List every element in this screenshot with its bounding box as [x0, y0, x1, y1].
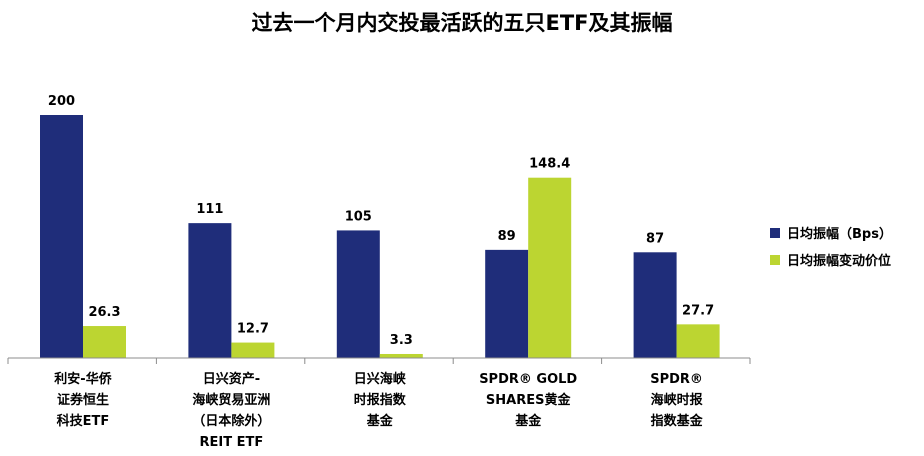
bar-series2-cat5: [676, 324, 720, 358]
value-label-series2-cat5: 27.7: [682, 303, 714, 318]
value-label-series2-cat3: 3.3: [390, 333, 413, 348]
bars-group: [40, 115, 720, 358]
category-label-line: SPDR® GOLD: [479, 372, 577, 387]
value-label-series1-cat4: 89: [498, 229, 516, 244]
legend-swatch-series1: [770, 228, 780, 238]
bar-series2-cat2: [231, 342, 275, 358]
bar-series1-cat4: [485, 249, 529, 358]
value-label-series1-cat2: 111: [196, 202, 223, 217]
legend-swatch-series2: [770, 255, 780, 265]
bar-series1-cat1: [40, 115, 83, 358]
category-label-line: 日兴海峡: [354, 371, 407, 387]
bar-series2-cat4: [528, 177, 572, 358]
category-label-line: 日兴资产-: [203, 371, 260, 387]
category-label-line: 证券恒生: [57, 392, 109, 408]
category-label-line: 指数基金: [651, 413, 704, 429]
category-label-line: SHARES黄金: [486, 392, 572, 408]
value-labels-group: 200 26.3 111 12.7 105 3.3 89 148.4 87 27.7: [48, 94, 714, 348]
chart-title: 过去一个月内交投最活跃的五只ETF及其振幅: [251, 11, 672, 35]
legend-label-series1: 日均振幅（Bps）: [787, 226, 892, 242]
legend-label-series2: 日均振幅变动价位: [787, 253, 891, 269]
legend: 日均振幅（Bps） 日均振幅变动价位: [770, 226, 892, 269]
x-axis-ticks: [7, 358, 751, 364]
bar-series1-cat3: [336, 230, 380, 358]
value-label-series1-cat1: 200: [48, 94, 75, 109]
bar-series2-cat1: [83, 326, 126, 358]
category-label-line: 利安-华侨: [54, 371, 112, 387]
value-label-series2-cat1: 26.3: [88, 305, 120, 320]
value-label-series1-cat5: 87: [646, 231, 664, 246]
bar-series1-cat5: [633, 252, 677, 358]
category-label-line: 科技ETF: [57, 413, 110, 429]
category-label-line: 海峡贸易亚洲: [192, 392, 270, 408]
bar-series2-cat3: [379, 353, 423, 358]
category-label-line: 基金: [366, 413, 394, 429]
category-label-line: 海峡时报: [651, 392, 704, 408]
category-label-line: 时报指数: [354, 392, 407, 408]
bar-series1-cat2: [188, 223, 232, 358]
category-label-line: 基金: [514, 413, 542, 429]
value-label-series2-cat2: 12.7: [237, 322, 269, 337]
value-label-series2-cat4: 148.4: [529, 157, 570, 172]
category-label-line: （日本除外）: [192, 413, 270, 429]
category-label-line: REIT ETF: [200, 435, 264, 450]
value-label-series1-cat3: 105: [345, 209, 372, 224]
category-label-line: SPDR®: [650, 372, 703, 387]
